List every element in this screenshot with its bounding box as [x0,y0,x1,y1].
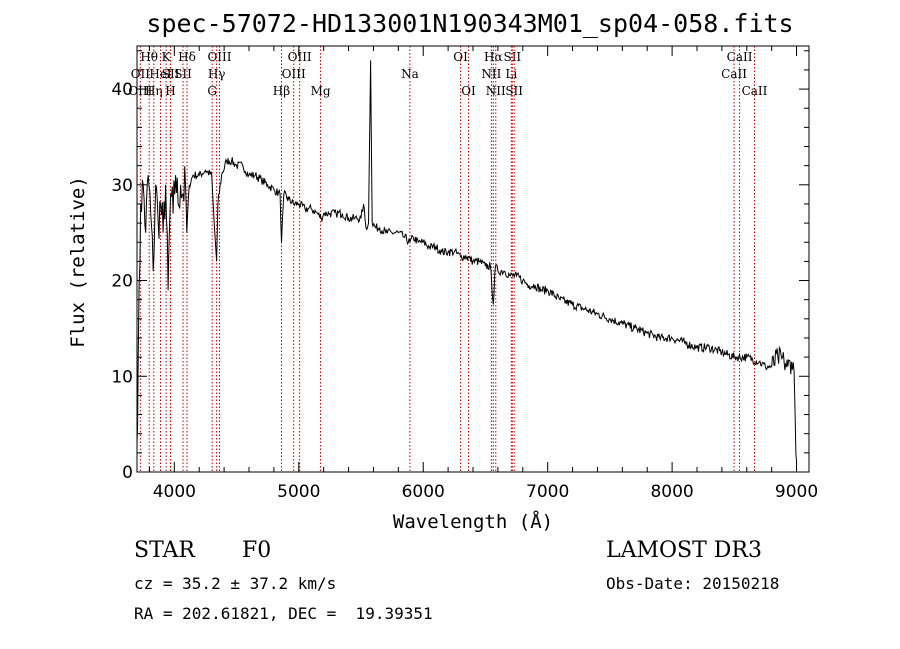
line-markers: HθOIIOIIIHηKHeISIIHHδSIIOIIIHγGOIIIOIIIH… [128,46,768,472]
marker-label: CaII [742,84,768,98]
coordinates: RA = 202.61821, DEC = 19.39351 [134,604,433,623]
y-tick-label: 10 [111,367,133,387]
x-tick-label: 6000 [402,482,445,502]
x-tick-label: 8000 [650,482,693,502]
marker-label: CaII [721,67,747,81]
marker-label: CaII [727,50,753,64]
marker-label: Hθ [140,50,158,64]
object-class: STAR [134,538,195,563]
marker-label: Mg [311,84,331,98]
series-layer [136,60,798,463]
marker-label: HeI [149,67,172,81]
y-axis-label: Flux (relative) [67,176,89,348]
marker-label: Na [401,67,419,81]
y-tick-label: 40 [111,80,133,100]
x-tick-label: 9000 [775,482,818,502]
marker-label: OIII [282,67,306,81]
marker-label: Hγ [208,67,226,81]
marker-label: OIII [288,50,312,64]
marker-label: Hη [145,84,163,98]
redshift-value: cz = 35.2 ± 37.2 km/s [134,574,337,593]
marker-label: H [165,84,175,98]
object-subclass: F0 [242,538,272,563]
x-tick-label: 7000 [526,482,569,502]
plot-frame [136,45,810,473]
marker-label: OIII [128,84,152,98]
marker-label: OI [453,50,468,64]
marker-label: OIII [207,50,231,64]
spectrum-line [136,60,798,463]
marker-label: K [162,50,172,64]
obs-date: Obs-Date: 20150218 [606,574,780,593]
y-tick-label: 0 [122,463,133,483]
marker-label: Hδ [178,50,196,64]
y-tick-label: 20 [111,272,133,292]
marker-label: Hβ [273,84,290,98]
y-tick-label: 30 [111,176,133,196]
marker-label: OI [461,84,476,98]
x-tick-label: 4000 [153,482,196,502]
x-axis-label: Wavelength (Å) [393,510,553,533]
marker-label: SII [174,67,192,81]
marker-label: NII [486,84,506,98]
marker-label: Hα [484,50,503,64]
marker-label: SII [503,50,521,64]
x-tick-label: 5000 [277,482,320,502]
marker-label: G [207,84,217,98]
marker-label: SII [505,84,523,98]
chart-title: spec-57072-HD133001N190343M01_sp04-058.f… [146,9,793,38]
marker-label: OII [131,67,151,81]
marker-label: NII [481,67,501,81]
survey-name: LAMOST DR3 [606,538,762,563]
axis-ticks: 4000 5000 6000 7000 8000 9000 0 10 20 30 40 [111,46,818,502]
marker-label: Li [505,67,517,81]
